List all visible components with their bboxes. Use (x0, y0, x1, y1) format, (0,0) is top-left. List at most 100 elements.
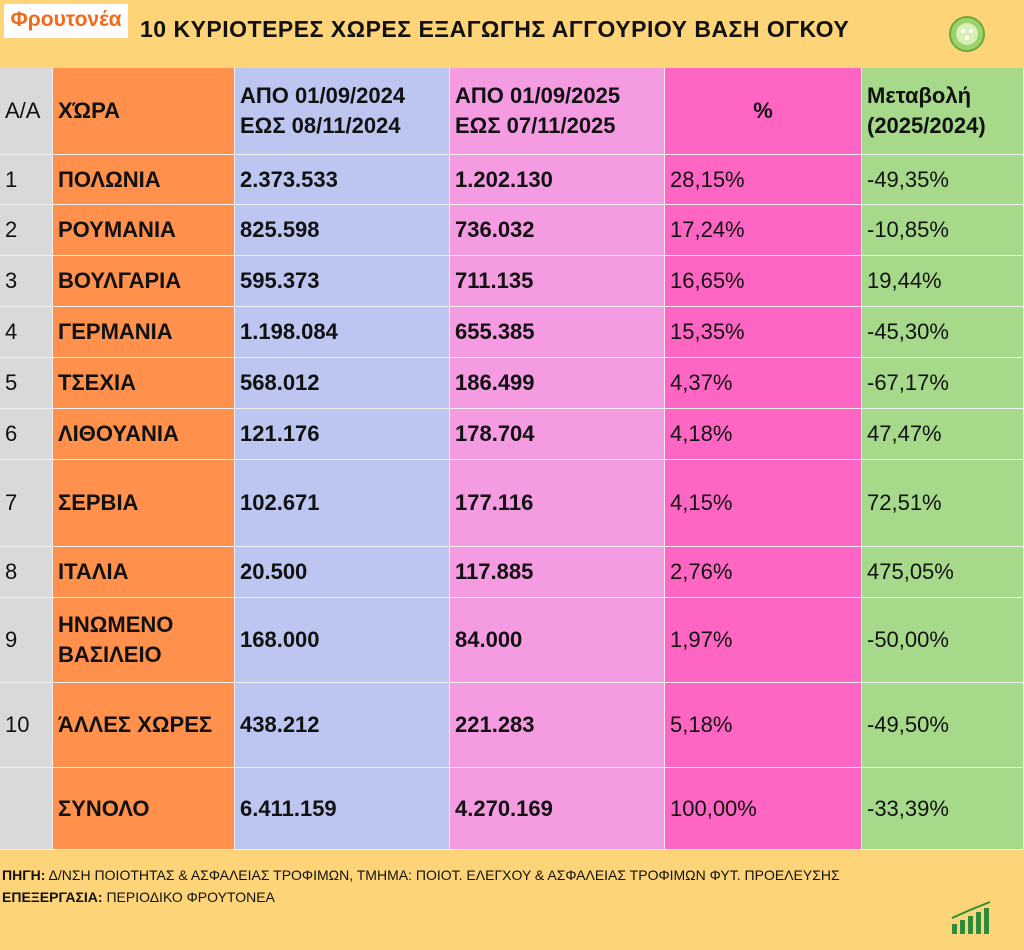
cell-text: 28,15% (670, 166, 745, 192)
source-line: ΠΗΓΗ: Δ/ΝΣΗ ΠΟΙΟΤΗΤΑΣ & ΑΣΦΑΛΕΙΑΣ ΤΡΟΦΙΜ… (2, 864, 840, 886)
header-text: ΑΠΟ 01/09/2024 (240, 83, 406, 108)
cell-text: ΓΕΡΜΑΝΙΑ (58, 319, 173, 344)
cell: 117.885 (450, 547, 665, 598)
cell: 2,76% (665, 547, 862, 598)
cell-text: ΠΟΛΩΝΙΑ (58, 166, 161, 192)
source-label: ΠΗΓΗ: (2, 867, 46, 883)
cell: 102.671 (235, 460, 450, 547)
header-text: ΑΠΟ 01/09/2025 (455, 83, 621, 108)
cell: 1 (0, 155, 53, 205)
cell: 84.000 (450, 598, 665, 683)
cell: 9 (0, 598, 53, 683)
cucumber-icon (949, 16, 985, 52)
cell: ΆΛΛΕΣ ΧΩΡΕΣ (53, 683, 235, 768)
cell-text: ΛΙΘΟΥΑΝΙΑ (58, 421, 179, 446)
cell-text: 568.012 (240, 370, 320, 395)
cell: 4,18% (665, 409, 862, 460)
cell: ΛΙΘΟΥΑΝΙΑ (53, 409, 235, 460)
cell: -45,30% (862, 307, 1024, 358)
cell-text: 178.704 (455, 421, 535, 446)
source: Δ/ΝΣΗ ΠΟΙΟΤΗΤΑΣ & ΑΣΦΑΛΕΙΑΣ ΤΡΟΦΙΜΩΝ, ΤΜ… (48, 867, 840, 883)
cell-text: 4.270.169 (455, 795, 553, 821)
cell-text: -10,85% (867, 217, 949, 242)
cell: 475,05% (862, 547, 1024, 598)
header-cell: Α/Α (0, 68, 53, 155)
cell: ΣΕΡΒΙΑ (53, 460, 235, 547)
cell: 711.135 (450, 256, 665, 307)
cell: 178.704 (450, 409, 665, 460)
cell-text: 16,65% (670, 268, 745, 293)
header-text: ΧΏΡΑ (58, 98, 121, 123)
cell: 186.499 (450, 358, 665, 409)
cell: 568.012 (235, 358, 450, 409)
cell-text: 221.283 (455, 712, 535, 737)
cell-text: -50,00% (867, 627, 949, 652)
cell: ΓΕΡΜΑΝΙΑ (53, 307, 235, 358)
cell: ΒΟΥΛΓΑΡΙΑ (53, 256, 235, 307)
cell: 28,15% (665, 155, 862, 205)
cell-text: 655.385 (455, 319, 535, 344)
cell: 3 (0, 256, 53, 307)
cell-text: 711.135 (455, 268, 534, 293)
cell-text: 825.598 (240, 217, 320, 242)
cell: 438.212 (235, 683, 450, 768)
cell: -49,35% (862, 155, 1024, 205)
cell (0, 768, 53, 850)
cell: 1.198.084 (235, 307, 450, 358)
cell-text: 2,76% (670, 559, 733, 584)
cell-text: 186.499 (455, 370, 535, 395)
cell-text: -49,35% (867, 166, 949, 192)
header-cell: ΧΏΡΑ (53, 68, 235, 155)
header-text: (2025/2024) (867, 113, 986, 138)
cell-text: -33,39% (867, 795, 949, 821)
cell-text: 10 (5, 712, 30, 737)
title: 10 ΚΥΡΙΟΤΕΡΕΣ ΧΩΡΕΣ ΕΞΑΓΩΓΗΣ ΑΓΓΟΥΡΙΟΥ Β… (140, 16, 850, 42)
cell-text: ΙΤΑΛΙΑ (58, 559, 129, 584)
cell: 4,37% (665, 358, 862, 409)
cell: 1.202.130 (450, 155, 665, 205)
cell-text: 6.411.159 (240, 795, 337, 821)
cell-text: 121.176 (240, 421, 320, 446)
cell: 595.373 (235, 256, 450, 307)
cell-text: 47,47% (867, 421, 942, 446)
chart-icon (951, 901, 991, 934)
cell: 17,24% (665, 205, 862, 256)
cell-text: 20.500 (240, 559, 308, 584)
cell: -10,85% (862, 205, 1024, 256)
cell: -50,00% (862, 598, 1024, 683)
cell: 121.176 (235, 409, 450, 460)
header-cell: ΑΠΟ 01/09/2024 ΕΩΣ 08/11/2024 (235, 68, 450, 155)
cell-text: -45,30% (867, 319, 949, 344)
cell-text: 117.885 (455, 559, 534, 584)
cell-text: 736.032 (455, 217, 535, 242)
header-text: % (753, 98, 773, 123)
cell: 7 (0, 460, 53, 547)
cell-text: ΆΛΛΕΣ ΧΩΡΕΣ (58, 712, 213, 737)
cell-text: 6 (5, 421, 18, 446)
cell: ΡΟΥΜΑΝΙΑ (53, 205, 235, 256)
cell: 825.598 (235, 205, 450, 256)
header-text: ΕΩΣ 08/11/2024 (240, 113, 401, 138)
cell-text: 5,18% (670, 712, 733, 737)
cell-text: 1.202.130 (455, 166, 553, 192)
cell-text: 4,15% (670, 490, 733, 515)
cell: 655.385 (450, 307, 665, 358)
header-text: ΕΩΣ 07/11/2025 (455, 113, 616, 138)
cell-text: ΒΟΥΛΓΑΡΙΑ (58, 268, 182, 293)
footer: ΠΗΓΗ: Δ/ΝΣΗ ΠΟΙΟΤΗΤΑΣ & ΑΣΦΑΛΕΙΑΣ ΤΡΟΦΙΜ… (2, 864, 840, 908)
header-text: Μεταβολή (867, 83, 972, 108)
cell-text: ΗΝΩΜΕΝΟ ΒΑΣΙΛΕΙΟ (58, 612, 174, 667)
cell-text: 3 (5, 268, 18, 293)
cell: 4,15% (665, 460, 862, 547)
cell-text: -67,17% (867, 370, 949, 395)
cell: 100,00% (665, 768, 862, 850)
processing: ΠΕΡΙΟΔΙΚΟ ΦΡΟΥΤΟΝΕΑ (106, 889, 275, 905)
table: Α/Α ΧΏΡΑ ΑΠΟ 01/09/2024 ΕΩΣ 08/11/2024 ΑΠΟ 0… (0, 68, 1024, 850)
cell: 1,97% (665, 598, 862, 683)
header-cell: Μεταβολή (2025/2024) (862, 68, 1024, 155)
cell: 736.032 (450, 205, 665, 256)
cell-text: 4,18% (670, 421, 733, 446)
cell-text: 8 (5, 559, 18, 584)
cell-text: 102.671 (240, 490, 320, 515)
